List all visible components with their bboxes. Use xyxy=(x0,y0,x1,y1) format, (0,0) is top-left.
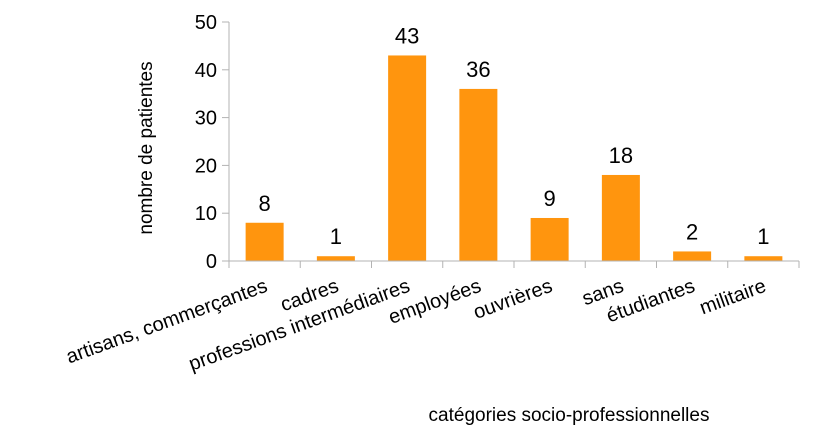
category-labels: artisans, commerçantes cadresprofessions … xyxy=(63,275,769,376)
bars xyxy=(245,55,783,262)
category-label: ouvrières xyxy=(471,275,556,324)
bar xyxy=(601,174,640,261)
y-tick-label: 30 xyxy=(195,108,217,130)
bar xyxy=(673,251,712,261)
bar xyxy=(245,222,284,261)
bar-value-label: 18 xyxy=(609,143,633,168)
bar xyxy=(316,256,355,261)
bar-value-label: 1 xyxy=(330,224,342,249)
y-tick-label: 40 xyxy=(195,60,217,82)
bar-value-label: 1 xyxy=(757,224,769,249)
y-tick-label: 20 xyxy=(195,155,217,177)
x-axis-title: catégories socio-professionnelles xyxy=(429,405,710,426)
bar xyxy=(744,256,783,261)
bar-value-label: 43 xyxy=(395,23,419,48)
bar xyxy=(388,55,427,262)
y-tick-label: 0 xyxy=(206,251,217,273)
bar-value-label: 8 xyxy=(259,191,271,216)
data-labels: 8 1 43 36 9 18 2 1 xyxy=(259,23,770,249)
y-tick-label: 10 xyxy=(195,203,217,225)
y-axis-title: nombre de patientes xyxy=(136,61,157,234)
x-axis-ticks xyxy=(228,261,800,268)
y-tick-label: 50 xyxy=(195,12,217,34)
bar-value-label: 36 xyxy=(466,57,490,82)
bar-value-label: 2 xyxy=(686,219,698,244)
bar-value-label: 9 xyxy=(544,186,556,211)
category-label: militaire xyxy=(697,275,769,319)
bar xyxy=(459,88,498,261)
bar xyxy=(530,217,569,261)
y-axis-ticks: 0 10 20 30 40 50 xyxy=(195,12,229,273)
